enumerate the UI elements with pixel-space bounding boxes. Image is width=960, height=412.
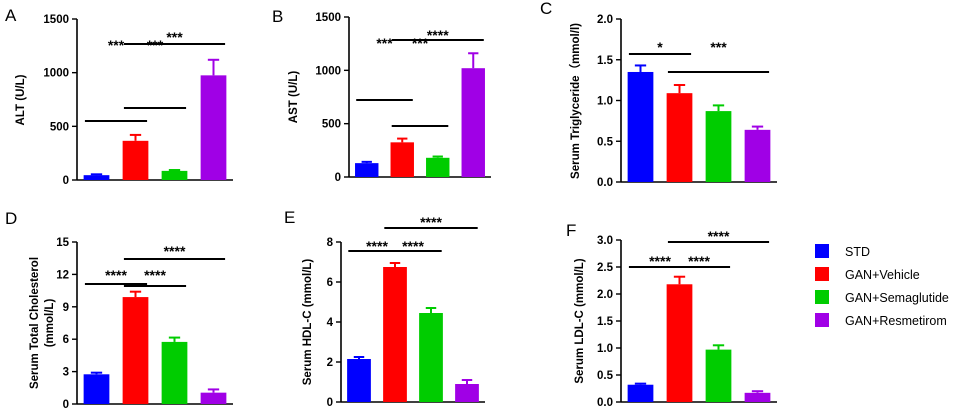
y-tick-label: 1000	[315, 65, 341, 77]
y-tick-label: 2.5	[597, 262, 614, 274]
y-tick-label: 1000	[43, 68, 69, 80]
significance-label: ***	[376, 35, 393, 51]
bar-gan-semaglutide	[161, 170, 188, 180]
significance-label: ***	[166, 29, 183, 45]
bar-gan-vehicle	[122, 297, 149, 404]
y-tick-label: 1.0	[597, 96, 613, 108]
significance-label: ***	[108, 37, 125, 53]
legend-swatch-gan-vehicle	[815, 267, 829, 281]
significance-label: ***	[710, 39, 727, 55]
bar-gan-resmetirom	[461, 68, 485, 177]
significance-label: ****	[427, 27, 449, 43]
bar-gan-resmetirom	[455, 384, 479, 402]
significance-label: ****	[402, 238, 424, 254]
bar-std	[627, 71, 654, 182]
bar-gan-vehicle	[122, 140, 149, 180]
significance-label: ****	[688, 253, 710, 269]
y-tick-label: 4	[327, 317, 334, 329]
legend-swatch-gan-semaglutide	[815, 290, 829, 304]
panel-letter: A	[5, 6, 17, 25]
bar-std	[627, 384, 654, 402]
legend-swatch-std	[815, 244, 829, 258]
y-tick-label: 0	[335, 172, 341, 184]
y-tick-label: 0	[327, 397, 333, 409]
panel-letter: E	[284, 208, 295, 227]
y-axis-title: Serum Total Cholesterol (mmol/L)	[29, 257, 56, 389]
significance-label: ****	[708, 228, 730, 244]
y-tick-label: 500	[50, 121, 69, 133]
bar-gan-semaglutide	[705, 349, 732, 402]
y-tick-label: 0.5	[597, 136, 614, 148]
bar-gan-resmetirom	[744, 129, 771, 182]
y-tick-label: 2	[327, 357, 333, 369]
y-axis-title: Serum HDL-C (mmol/L)	[302, 259, 314, 386]
legend-label-gan-resmetirom: GAN+Resmetirom	[845, 314, 947, 328]
y-tick-label: 1500	[43, 14, 69, 26]
bar-gan-semaglutide	[161, 341, 188, 404]
bar-gan-semaglutide	[419, 313, 443, 402]
y-tick-label: 1.0	[597, 343, 613, 355]
bar-gan-resmetirom	[200, 392, 227, 404]
y-tick-label: 9	[63, 302, 69, 314]
panel-f: F 0.0 0.5 1.0 1.5 2.0 2.5 3.0 Serum LDL-C (mmol/…	[566, 221, 777, 409]
y-tick-label: 3	[63, 367, 69, 379]
bar-gan-vehicle	[666, 93, 693, 182]
panel-letter: B	[272, 7, 283, 26]
y-axis-title: ALT (U/L)	[15, 74, 27, 125]
bar-std	[355, 163, 379, 177]
panel-e: E 0 2 4 6 8 Serum HDL-C (mmol/L) **** **** ****	[284, 208, 485, 409]
y-axis-title: AST (U/L)	[288, 71, 300, 124]
y-tick-label: 3.0	[597, 235, 613, 247]
bar-gan-vehicle	[383, 267, 407, 402]
significance-label: ****	[164, 243, 186, 259]
panel-letter: C	[540, 0, 552, 18]
y-tick-label: 0.5	[597, 370, 614, 382]
y-tick-label: 6	[327, 277, 333, 289]
significance-label: ****	[144, 267, 166, 283]
legend-label-std: STD	[845, 245, 870, 259]
legend-swatch-gan-resmetirom	[815, 313, 829, 327]
y-tick-label: 2.0	[597, 289, 613, 301]
bar-std	[83, 374, 110, 404]
y-tick-label: 1.5	[597, 55, 614, 67]
legend: STD GAN+Vehicle GAN+Semaglutide GAN+Resm…	[815, 244, 949, 328]
bar-gan-vehicle	[666, 284, 693, 402]
bar-std	[347, 359, 371, 402]
significance-label: *	[657, 39, 663, 55]
significance-label: ****	[366, 238, 388, 254]
y-tick-label: 0	[63, 175, 69, 187]
y-tick-label: 8	[327, 237, 334, 249]
y-tick-label: 0.0	[597, 397, 613, 409]
y-tick-label: 1500	[315, 12, 341, 24]
y-axis-title: Serum Triglyceride（mmol/l)	[568, 23, 582, 179]
significance-label: ****	[105, 267, 127, 283]
bar-gan-semaglutide	[426, 157, 450, 177]
y-tick-label: 15	[56, 237, 69, 249]
y-tick-label: 12	[56, 269, 69, 281]
bar-gan-resmetirom	[200, 75, 227, 180]
bar-gan-resmetirom	[744, 392, 771, 402]
significance-label: ****	[420, 214, 442, 230]
y-tick-label: 0.0	[597, 177, 613, 189]
y-axis-title: Serum LDL-C (mmol/L)	[574, 258, 586, 383]
y-tick-label: 2.0	[597, 14, 613, 26]
legend-label-gan-vehicle: GAN+Vehicle	[845, 268, 920, 282]
panel-letter: F	[566, 221, 576, 240]
significance-label: ****	[649, 253, 671, 269]
panel-letter: D	[5, 209, 17, 228]
legend-label-gan-semaglutide: GAN+Semaglutide	[845, 291, 949, 305]
y-tick-label: 0	[63, 399, 69, 411]
bar-gan-vehicle	[390, 142, 414, 177]
y-tick-label: 6	[63, 334, 69, 346]
y-tick-label: 1.5	[597, 316, 614, 328]
bar-std	[83, 175, 110, 180]
bar-gan-semaglutide	[705, 111, 732, 182]
panel-c: C 0.0 0.5 1.0 1.5 2.0 Serum Triglyceride（mmol/…	[540, 0, 777, 189]
y-tick-label: 500	[322, 119, 341, 131]
